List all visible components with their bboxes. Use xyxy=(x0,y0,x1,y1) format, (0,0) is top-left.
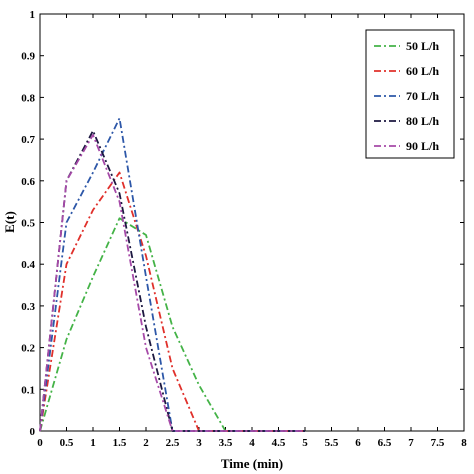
x-tick-label: 1 xyxy=(90,437,96,449)
x-tick-label: 8 xyxy=(461,437,467,449)
series-layer xyxy=(39,117,305,432)
x-tick-label: 2.5 xyxy=(166,437,180,449)
legend-label-1: 60 L/h xyxy=(406,64,439,78)
x-axis-label: Time (min) xyxy=(221,456,283,471)
y-tick-label: 0 xyxy=(30,426,36,438)
series-line-4 xyxy=(39,133,305,432)
x-tick-label: 4 xyxy=(249,437,255,449)
x-tick-label: 0.5 xyxy=(60,437,74,449)
y-tick-label: 0.3 xyxy=(21,301,35,313)
y-tick-label: 0.8 xyxy=(21,92,35,104)
x-tick-label: 5.5 xyxy=(325,437,339,449)
y-tick-label: 0.1 xyxy=(21,384,35,396)
x-tick-label: 4.5 xyxy=(272,437,286,449)
x-tick-label: 0 xyxy=(37,437,43,449)
y-tick-label: 0.6 xyxy=(21,176,35,188)
legend-items: 50 L/h 60 L/h 70 L/h 80 L/h 90 L/h xyxy=(374,39,439,153)
x-tick-label: 1.5 xyxy=(113,437,127,449)
y-axis-label: E(t) xyxy=(2,211,17,233)
y-tick-label: 0.4 xyxy=(21,259,35,271)
y-tick-label: 1 xyxy=(30,9,36,21)
legend-label-2: 70 L/h xyxy=(406,89,439,103)
x-tick-label: 3.5 xyxy=(219,437,233,449)
legend-label-0: 50 L/h xyxy=(406,39,439,53)
x-tick-label: 7.5 xyxy=(431,437,445,449)
legend-label-4: 90 L/h xyxy=(406,139,439,153)
y-tick-label: 0.9 xyxy=(21,51,35,63)
x-tick-label: 3 xyxy=(196,437,202,449)
y-tick-label: 0.5 xyxy=(21,218,35,230)
legend: 50 L/h 60 L/h 70 L/h 80 L/h 90 L/h xyxy=(365,29,455,159)
x-tick-label: 5 xyxy=(302,437,308,449)
x-tick-label: 6.5 xyxy=(378,437,392,449)
x-tick-label: 7 xyxy=(408,437,414,449)
legend-box xyxy=(365,29,455,159)
legend-label-3: 80 L/h xyxy=(406,114,439,128)
x-tick-label: 2 xyxy=(143,437,149,449)
x-tick-label: 6 xyxy=(355,437,361,449)
y-tick-label: 0.7 xyxy=(21,134,35,146)
y-tick-label: 0.2 xyxy=(21,343,35,355)
